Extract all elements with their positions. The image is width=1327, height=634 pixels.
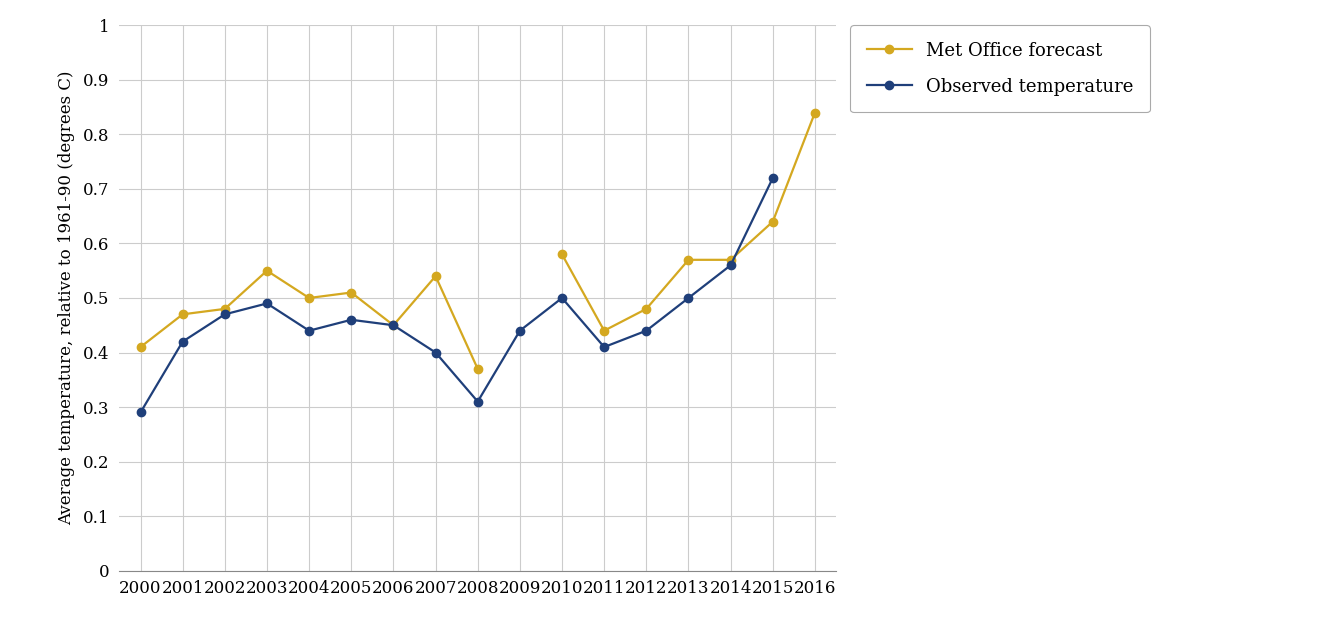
- Y-axis label: Average temperature, relative to 1961-90 (degrees C): Average temperature, relative to 1961-90…: [58, 71, 74, 525]
- Legend: Met Office forecast, Observed temperature: Met Office forecast, Observed temperatur…: [851, 25, 1149, 112]
